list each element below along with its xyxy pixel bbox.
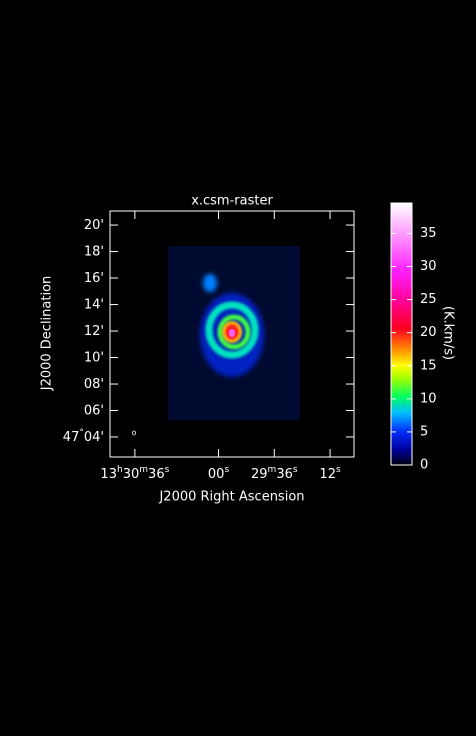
colorbar-tick-label: 30 — [420, 259, 437, 274]
y-tick-label: 20' — [84, 218, 104, 233]
colorbar-tick-label: 5 — [420, 424, 428, 439]
x-tick-label: 00s — [208, 465, 230, 482]
y-tick-label: 18' — [84, 244, 104, 259]
plot-frame — [109, 210, 355, 458]
colorbar-tick-label: 0 — [420, 458, 428, 473]
colorbar-tick-label: 20 — [420, 325, 437, 340]
y-tick-label: 06' — [84, 403, 104, 418]
companion — [203, 274, 217, 292]
x-tick-label: 13h30m36s — [100, 465, 169, 482]
chart-title: x.csm-raster — [191, 194, 273, 209]
x-axis-label: J2000 Right Ascension — [158, 490, 304, 505]
colorbar-tick-label: 35 — [420, 226, 437, 241]
y-tick-label: 14' — [84, 297, 104, 312]
spiral-arm — [205, 301, 259, 359]
x-tick-label: 12s — [319, 465, 341, 482]
colorbar — [390, 202, 413, 466]
colorbar-tick-label: 25 — [420, 292, 437, 307]
x-tick-label: 29m36s — [251, 465, 298, 482]
y-tick-label: 16' — [84, 271, 104, 286]
colorbar-tick-label: 15 — [420, 358, 437, 373]
y-axis-label: J2000 Declination — [40, 276, 55, 392]
y-tick-label: 08' — [84, 377, 104, 392]
beam — [131, 430, 136, 436]
y-tick-label: 10' — [84, 350, 104, 365]
colorbar-tick-label: 10 — [420, 391, 437, 406]
y-tick-label: 47°04' — [63, 427, 104, 444]
spiral-arm-inner — [217, 314, 251, 350]
y-tick-label: 12' — [84, 324, 104, 339]
image — [131, 246, 300, 436]
nucleus — [229, 329, 235, 337]
colorbar-label: (K.km/s) — [441, 306, 456, 360]
